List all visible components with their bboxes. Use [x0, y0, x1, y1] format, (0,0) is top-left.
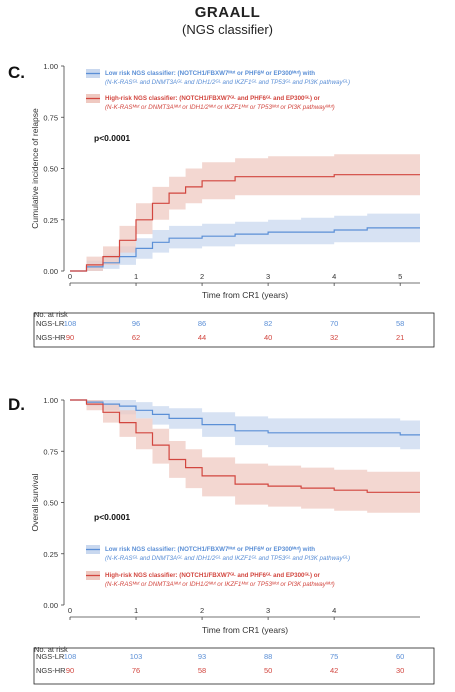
ci-band-high: [70, 400, 420, 513]
risk-value: 58: [396, 319, 404, 328]
y-tick-label: 0.75: [43, 447, 58, 456]
risk-value: 50: [264, 666, 272, 675]
ci-band-high: [70, 154, 420, 271]
p-value: p<0.0001: [94, 512, 130, 522]
risk-value: 62: [132, 333, 140, 342]
risk-value: 70: [330, 319, 338, 328]
chart-panel-d: D. 0.00 0.25 0.50 0.75 1.00 Overall survival 0 1…: [8, 395, 435, 685]
figure-subtitle: (NGS classifier): [181, 22, 273, 37]
panel-letter: D.: [8, 395, 25, 414]
series-line-high: [70, 174, 420, 272]
legend-text-high-line1: High-risk NGS classifier: (NOTCH1/FBXW7ᴳ…: [105, 572, 321, 579]
risk-value: 42: [330, 666, 338, 675]
x-tick-label: 5: [398, 272, 402, 281]
y-tick-label: 1.00: [43, 62, 58, 71]
risk-value: 88: [264, 652, 272, 661]
risk-value: 103: [130, 652, 143, 661]
risk-value: 30: [396, 666, 404, 675]
chart-panel-c: C. 0.00 0.25 0.50 0.75 1.00 Cumulative inciden…: [8, 62, 435, 348]
ci-band-low: [70, 213, 420, 271]
risk-value: 82: [264, 319, 272, 328]
series-line-high: [70, 399, 420, 493]
risk-row-label: NGS-LR: [36, 652, 65, 661]
risk-table-title: No. at risk: [34, 310, 68, 319]
y-tick-label: 0.75: [43, 113, 58, 122]
legend-text-low-line2: (N-K-RASᴳᴸ and DNMT3Aᴳᴸ and IDH1/2ᴳᴸ and…: [105, 79, 350, 86]
x-tick-label: 1: [134, 272, 138, 281]
x-tick-label: 2: [200, 606, 204, 615]
risk-value: 93: [198, 652, 206, 661]
legend-text-low-line2: (N-K-RASᴳᴸ and DNMT3Aᴳᴸ and IDH1/2ᴳᴸ and…: [105, 555, 350, 562]
x-axis-label: Time from CR1 (years): [202, 290, 288, 300]
legend-text-low-line1: Low risk NGS classifier: (NOTCH1/FBXW7ᴹᵘ…: [105, 546, 315, 553]
legend-text-high-line1: High-risk NGS classifier: (NOTCH1/FBXW7ᴳ…: [105, 95, 321, 102]
y-axis-label: Overall survival: [30, 473, 40, 531]
risk-value: 90: [66, 333, 74, 342]
risk-row-label: NGS-HR: [36, 333, 66, 342]
risk-value: 32: [330, 333, 338, 342]
y-axis-label: Cumulative incidence of relapse: [30, 108, 40, 229]
risk-value: 108: [64, 319, 77, 328]
legend-text-low-line1: Low risk NGS classifier: (NOTCH1/FBXW7ᴹᵘ…: [105, 70, 315, 77]
risk-row-label: NGS-HR: [36, 666, 66, 675]
p-value: p<0.0001: [94, 133, 130, 143]
ci-band-low: [70, 400, 420, 450]
x-tick-label: 1: [134, 606, 138, 615]
x-tick-label: 0: [68, 272, 72, 281]
risk-table-frame: [33, 647, 435, 685]
legend-text-high-line2: (N-K-RASᴹᵘᵗ or DNMT3Aᴹᵘᵗ or IDH1/2ᴹᵘᵗ or…: [105, 581, 335, 588]
x-tick-label: 3: [266, 272, 270, 281]
y-tick-label: 1.00: [43, 396, 58, 405]
risk-table-frame: [33, 312, 435, 348]
risk-value: 86: [198, 319, 206, 328]
x-tick-label: 4: [332, 272, 336, 281]
panel-letter: C.: [8, 63, 25, 82]
figure-title: GRAALL: [194, 4, 261, 21]
risk-value: 21: [396, 333, 404, 342]
x-tick-label: 0: [68, 606, 72, 615]
risk-value: 58: [198, 666, 206, 675]
x-axis-label: Time from CR1 (years): [202, 625, 288, 635]
y-tick-label: 0.00: [43, 267, 58, 276]
legend-text-high-line2: (N-K-RASᴹᵘᵗ or DNMT3Aᴹᵘᵗ or IDH1/2ᴹᵘᵗ or…: [105, 104, 335, 111]
risk-value: 75: [330, 652, 338, 661]
risk-table-title: No. at risk: [34, 645, 68, 654]
risk-value: 96: [132, 319, 140, 328]
risk-value: 40: [264, 333, 272, 342]
x-tick-label: 2: [200, 272, 204, 281]
y-tick-label: 0.00: [43, 601, 58, 610]
y-tick-label: 0.25: [43, 550, 58, 559]
risk-value: 76: [132, 666, 140, 675]
risk-value: 44: [198, 333, 206, 342]
y-tick-label: 0.50: [43, 165, 58, 174]
x-tick-label: 4: [332, 606, 336, 615]
risk-value: 60: [396, 652, 404, 661]
series-line-low: [70, 227, 420, 272]
risk-value: 90: [66, 666, 74, 675]
y-tick-label: 0.25: [43, 216, 58, 225]
risk-row-label: NGS-LR: [36, 319, 65, 328]
y-tick-label: 0.50: [43, 499, 58, 508]
x-tick-label: 3: [266, 606, 270, 615]
risk-value: 108: [64, 652, 77, 661]
